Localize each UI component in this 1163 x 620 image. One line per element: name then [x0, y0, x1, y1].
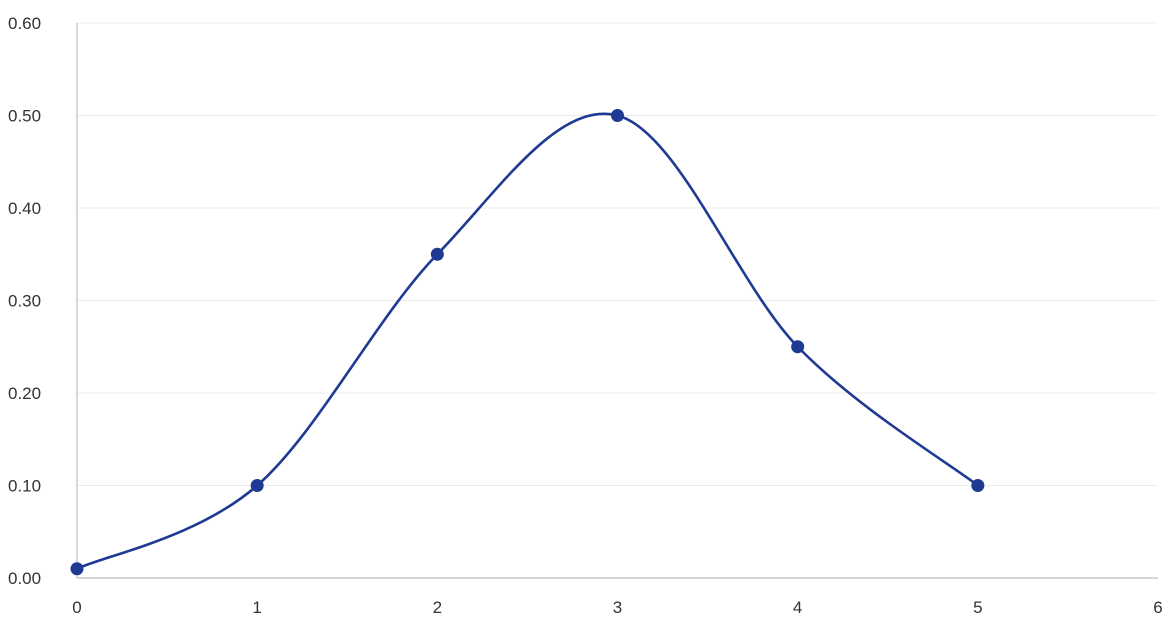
axis-layer: [76, 23, 1158, 579]
x-tick-label: 4: [793, 598, 802, 617]
data-point-5: [971, 479, 985, 492]
x-tick-label: 2: [433, 598, 442, 617]
y-tick-label: 0.00: [8, 569, 41, 588]
y-tick-label: 0.60: [8, 14, 41, 33]
y-tick-label: 0.10: [8, 477, 41, 496]
data-point-3: [611, 109, 624, 122]
x-tick-label: 0: [72, 598, 81, 617]
y-tick-label: 0.20: [8, 384, 41, 403]
data-point-0: [70, 562, 84, 576]
x-tick-label: 1: [252, 598, 261, 617]
grid-layer: [77, 22, 1158, 486]
tick-labels: 0.00 0.10 0.20 0.30 0.40 0.50 0.60 0 1 2 3 4 5 6: [8, 14, 1163, 617]
x-tick-label: 3: [613, 598, 622, 617]
data-point-4: [791, 340, 805, 354]
series-layer: [70, 109, 985, 576]
x-tick-label: 6: [1153, 598, 1162, 617]
y-tick-label: 0.50: [8, 107, 41, 126]
y-tick-label: 0.30: [8, 292, 41, 311]
y-tick-label: 0.40: [8, 199, 41, 218]
x-tick-label: 5: [973, 598, 982, 617]
data-point-1: [250, 479, 264, 492]
data-point-2: [430, 247, 444, 261]
series-line-0: [76, 112, 979, 570]
